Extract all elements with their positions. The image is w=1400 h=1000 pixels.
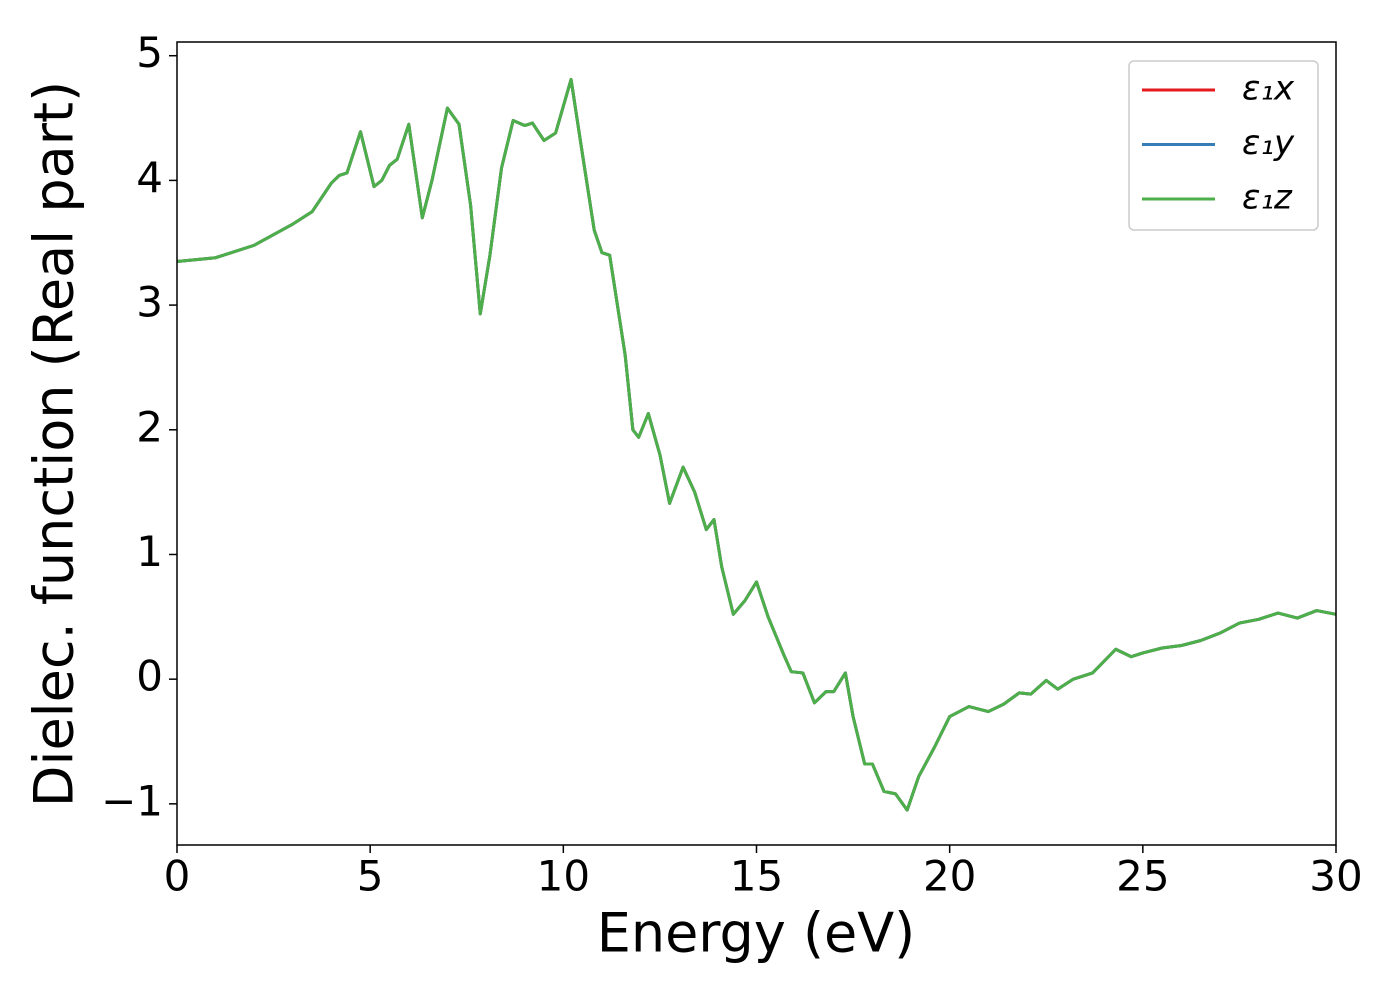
legend-label: ε₁z: [1242, 178, 1293, 218]
y-tick-label: 4: [136, 153, 163, 202]
y-tick-label: 3: [136, 278, 163, 327]
legend-label: ε₁y: [1242, 123, 1295, 163]
y-tick-label: 0: [136, 652, 163, 701]
x-tick-label: 20: [923, 852, 976, 901]
x-axis-label: Energy (eV): [597, 902, 916, 965]
x-tick-label: 0: [164, 852, 191, 901]
y-tick-label: 2: [136, 402, 163, 451]
x-tick-label: 5: [357, 852, 384, 901]
plot-frame: [176, 41, 1337, 846]
data-line: [176, 77, 1337, 812]
x-tick-label: 10: [537, 852, 590, 901]
x-tick-label: 25: [1116, 852, 1169, 901]
y-tick-label: 5: [136, 28, 163, 77]
y-tick-label: −1: [101, 776, 163, 825]
x-tick-label: 30: [1309, 852, 1362, 901]
y-tick-label: 1: [136, 527, 163, 576]
legend-label: ε₁x: [1242, 69, 1295, 109]
x-tick-label: 15: [730, 852, 783, 901]
y-axis-label: Dielec. function (Real part): [23, 81, 86, 807]
legend-box: [1128, 60, 1319, 231]
